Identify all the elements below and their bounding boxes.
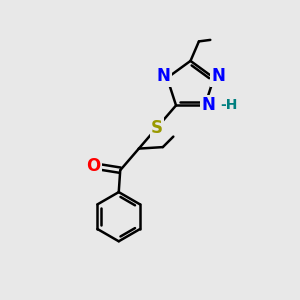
Text: O: O: [86, 157, 101, 175]
Text: -H: -H: [220, 98, 238, 112]
Text: N: N: [202, 96, 215, 114]
Text: S: S: [151, 118, 163, 136]
Text: N: N: [212, 68, 225, 85]
Text: N: N: [157, 68, 170, 85]
